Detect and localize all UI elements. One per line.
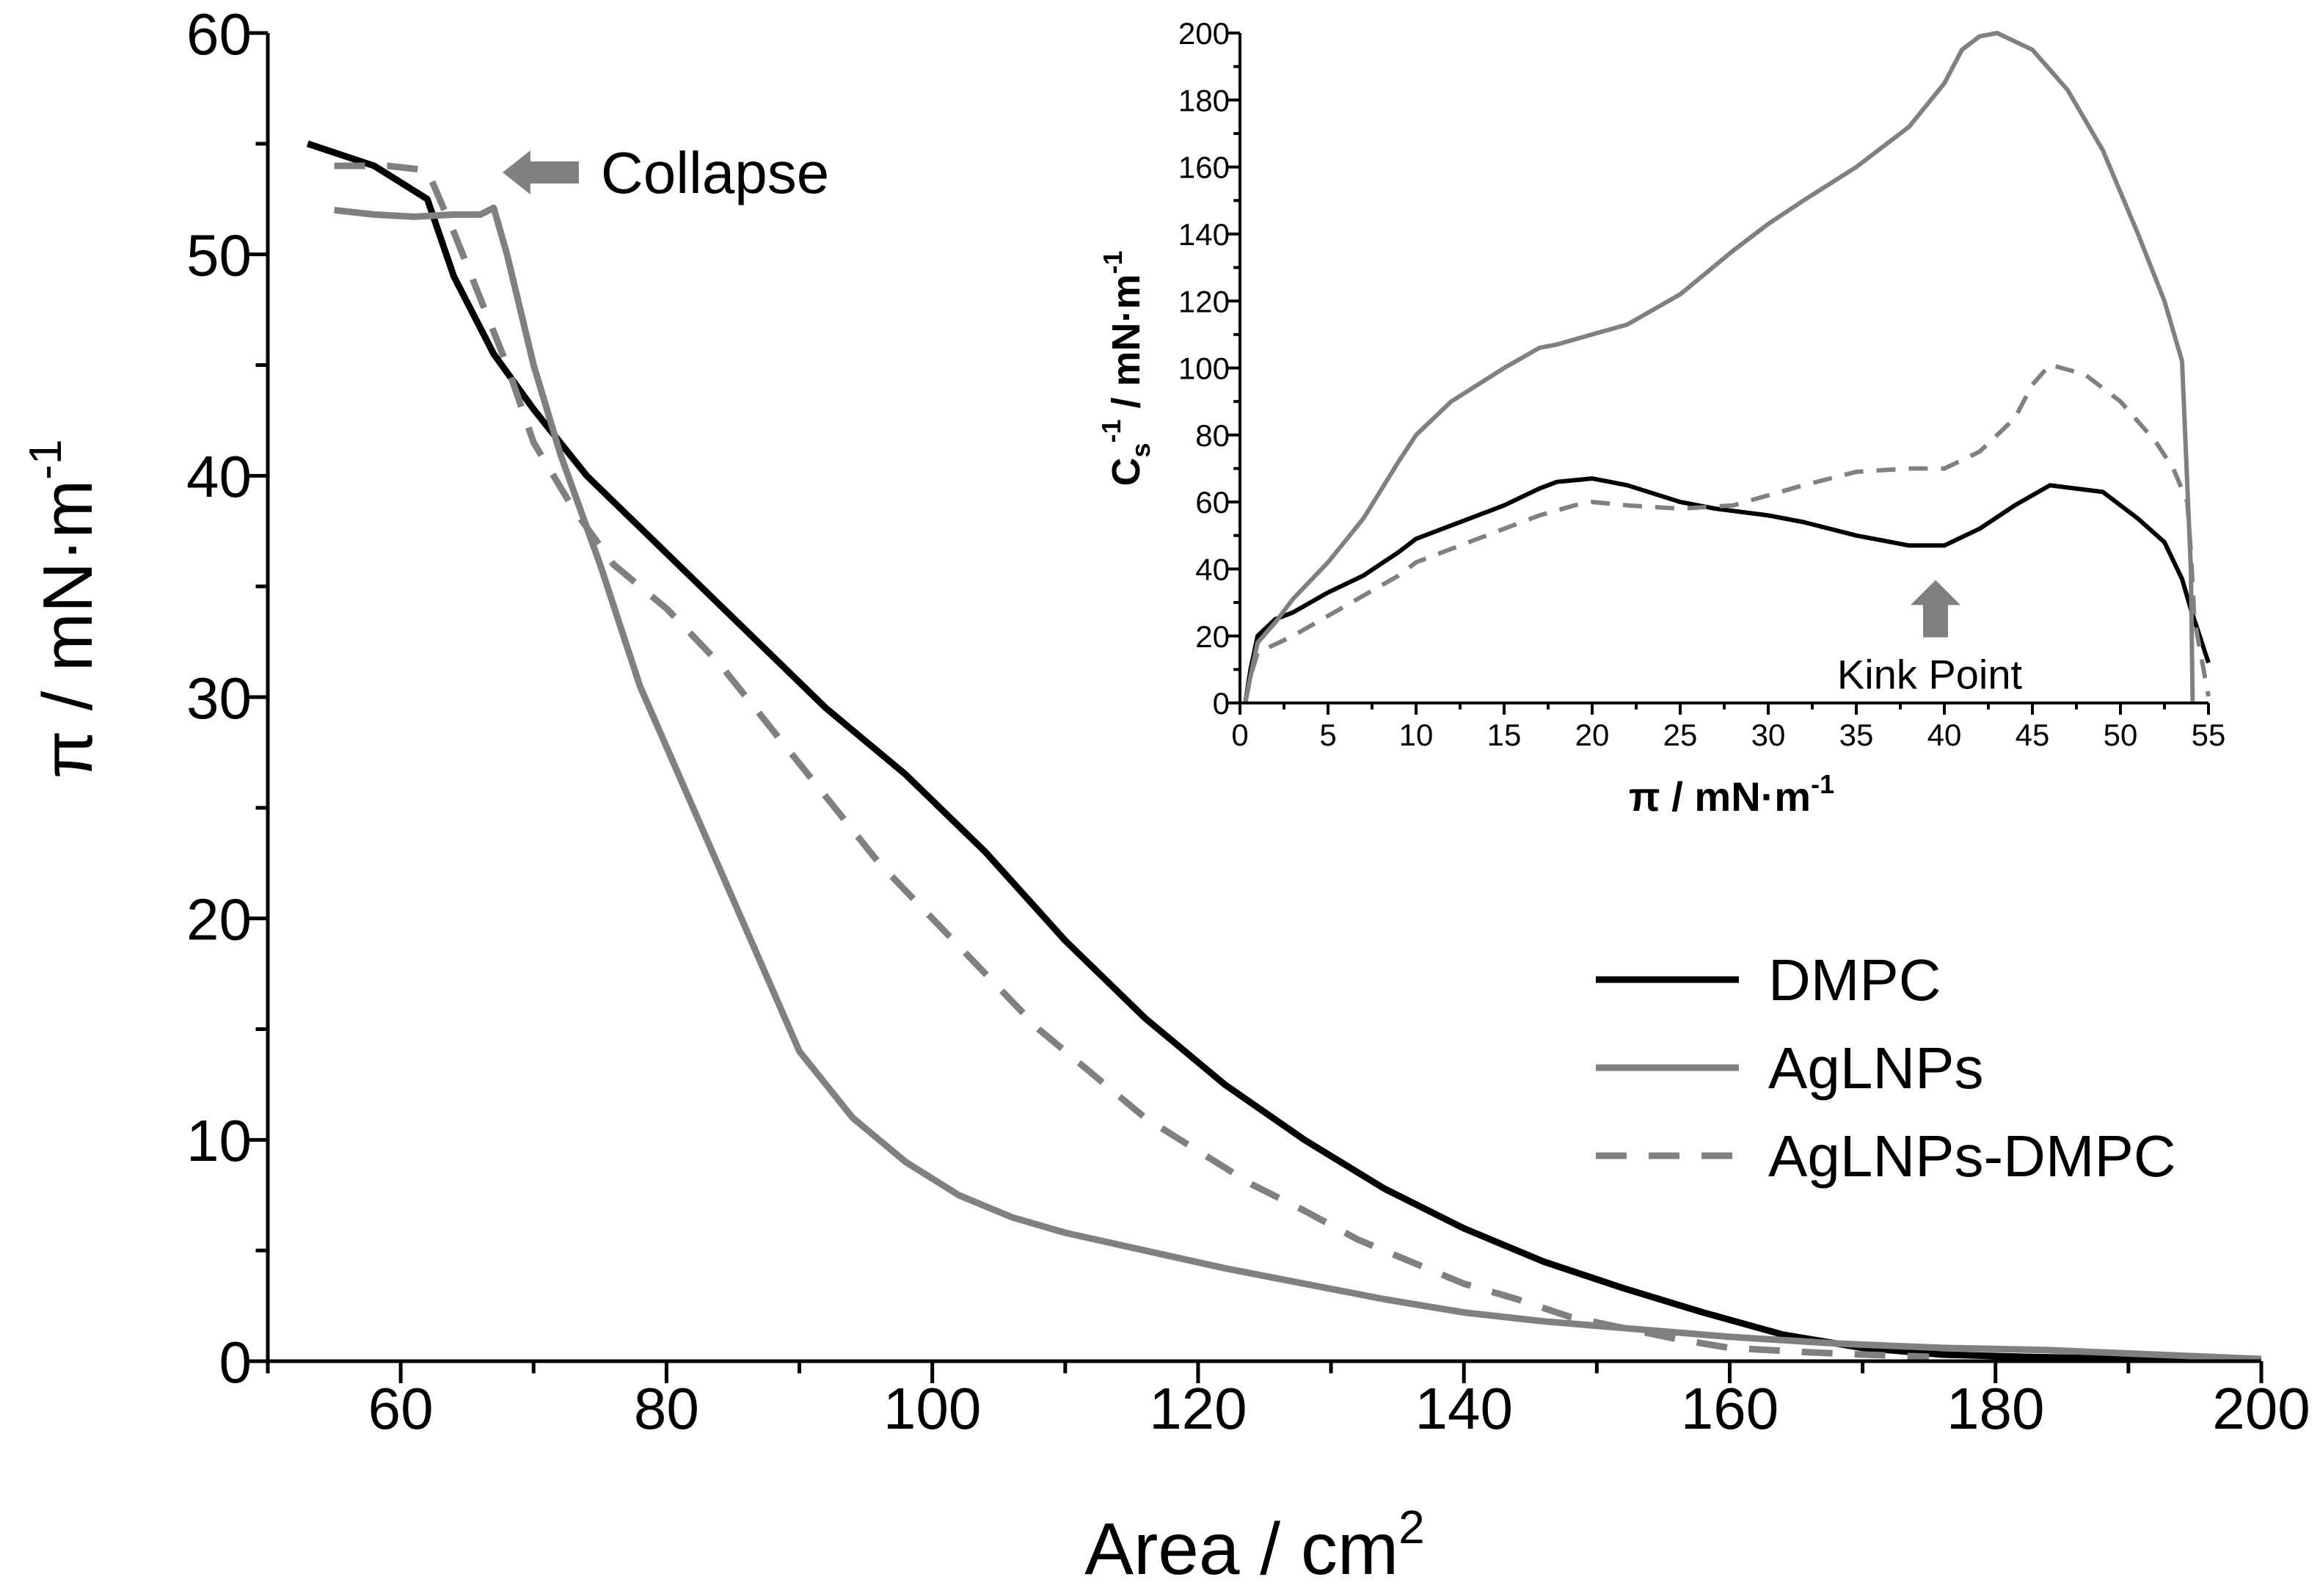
inset-x-axis-label: π / mN·m-1 bbox=[1629, 769, 1834, 820]
inset-x-axis-label-text: π / mN·m bbox=[1629, 773, 1811, 820]
kink-point-label: Kink Point bbox=[1837, 652, 2023, 698]
main-y-tick-label: 40 bbox=[186, 444, 252, 509]
legend-label-aglnps-dmpc: AgLNPs-DMPC bbox=[1768, 1123, 2176, 1189]
main-x-axis-label-text: Area / cm bbox=[1084, 1508, 1398, 1590]
inset-x-axis-label-sup: -1 bbox=[1811, 769, 1834, 799]
inset-x-tick-label: 50 bbox=[2104, 718, 2138, 752]
inset-y-axis-label-rest-sup: -1 bbox=[1098, 250, 1128, 274]
inset-y-axis-label-main: C bbox=[1104, 458, 1148, 487]
main-y-tick-label: 20 bbox=[186, 886, 252, 952]
inset-y-tick-label: 80 bbox=[1195, 418, 1230, 453]
main-x-tick-label: 60 bbox=[368, 1376, 434, 1441]
inset-annotation: Kink Point bbox=[1837, 580, 2023, 698]
main-annotation: Collapse bbox=[502, 140, 829, 205]
main-x-axis-label: Area / cm2 bbox=[1084, 1501, 1424, 1590]
inset-y-tick-label: 140 bbox=[1178, 217, 1230, 252]
main-y-axis-label: π / mN·m-1 bbox=[21, 440, 107, 779]
main-x-tick-label: 100 bbox=[883, 1376, 981, 1441]
main-y-axis-label-text: π / mN·m bbox=[29, 480, 107, 779]
inset-y-tick-label: 40 bbox=[1195, 553, 1230, 587]
inset-y-axis-label-sub: s bbox=[1126, 443, 1156, 458]
main-y-axis-label-sup: -1 bbox=[21, 440, 71, 480]
main-y-tick-label: 60 bbox=[186, 1, 252, 67]
inset-y-tick-label: 100 bbox=[1178, 351, 1230, 386]
inset-series-aglnps-dmpc bbox=[1243, 362, 2211, 704]
inset-x-tick-label: 5 bbox=[1319, 718, 1336, 752]
main-x-tick-label: 180 bbox=[1947, 1376, 2044, 1441]
main-x-tick-label: 200 bbox=[2212, 1376, 2310, 1441]
main-x-tick-label: 140 bbox=[1415, 1376, 1512, 1441]
inset-y-tick-label: 20 bbox=[1195, 619, 1230, 654]
inset-x-tick-label: 20 bbox=[1575, 718, 1610, 752]
main-y-tick-label: 0 bbox=[219, 1330, 252, 1395]
inset-x-tick-label: 10 bbox=[1399, 718, 1434, 752]
main-x-tick-label: 80 bbox=[634, 1376, 699, 1441]
legend-label-dmpc: DMPC bbox=[1768, 947, 1941, 1013]
kink-point-arrow-icon bbox=[1911, 580, 1960, 638]
collapse-label: Collapse bbox=[601, 140, 829, 205]
inset-x-tick-label: 35 bbox=[1839, 718, 1874, 752]
main-series-aglnps-dmpc bbox=[334, 162, 1930, 1360]
inset-ticks: 0 5 10 15 20 25 30 35 40 45 50 55 0 20 40 60 80 100 120 140… bbox=[1178, 16, 2225, 752]
main-x-axis-label-sup: 2 bbox=[1398, 1501, 1425, 1553]
inset-x-tick-label: 30 bbox=[1751, 718, 1786, 752]
inset-y-tick-label: 200 bbox=[1178, 16, 1230, 51]
collapse-arrow-icon bbox=[502, 150, 579, 195]
inset-plot: 0 5 10 15 20 25 30 35 40 45 50 55 0 20 40 60 80 100 120 140… bbox=[1096, 16, 2225, 820]
inset-y-axis-label-rest: / mN·m bbox=[1104, 274, 1148, 419]
inset-x-tick-label: 0 bbox=[1231, 718, 1248, 752]
legend-label-aglnps: AgLNPs bbox=[1768, 1035, 1983, 1101]
inset-x-tick-label: 45 bbox=[2016, 718, 2050, 752]
inset-y-tick-label: 0 bbox=[1213, 686, 1230, 721]
main-y-tick-label: 50 bbox=[186, 222, 252, 288]
inset-x-tick-label: 55 bbox=[2192, 718, 2226, 752]
legend: DMPC AgLNPs AgLNPs-DMPC bbox=[1596, 947, 2176, 1189]
main-x-tick-label: 160 bbox=[1681, 1376, 1779, 1441]
main-series-aglnps bbox=[334, 204, 2262, 1363]
main-x-tick-label: 120 bbox=[1149, 1376, 1247, 1441]
inset-series-aglnps bbox=[1243, 31, 2195, 704]
inset-y-tick-label: 180 bbox=[1178, 83, 1230, 117]
main-series-layer bbox=[306, 140, 2262, 1363]
inset-y-axis-label: Cs-1 / mN·m-1 bbox=[1096, 250, 1156, 486]
inset-x-tick-label: 40 bbox=[1927, 718, 1962, 752]
inset-y-tick-label: 120 bbox=[1178, 284, 1230, 318]
inset-y-tick-label: 160 bbox=[1178, 150, 1230, 185]
inset-x-tick-label: 15 bbox=[1487, 718, 1522, 752]
main-y-tick-label: 30 bbox=[186, 666, 252, 731]
inset-series-layer bbox=[1243, 31, 2211, 704]
inset-y-axis-label-sup: -1 bbox=[1096, 420, 1126, 443]
inset-x-tick-label: 25 bbox=[1663, 718, 1698, 752]
inset-y-tick-label: 60 bbox=[1195, 485, 1230, 520]
inset-series-dmpc bbox=[1243, 476, 2211, 704]
main-y-tick-label: 10 bbox=[186, 1108, 252, 1173]
